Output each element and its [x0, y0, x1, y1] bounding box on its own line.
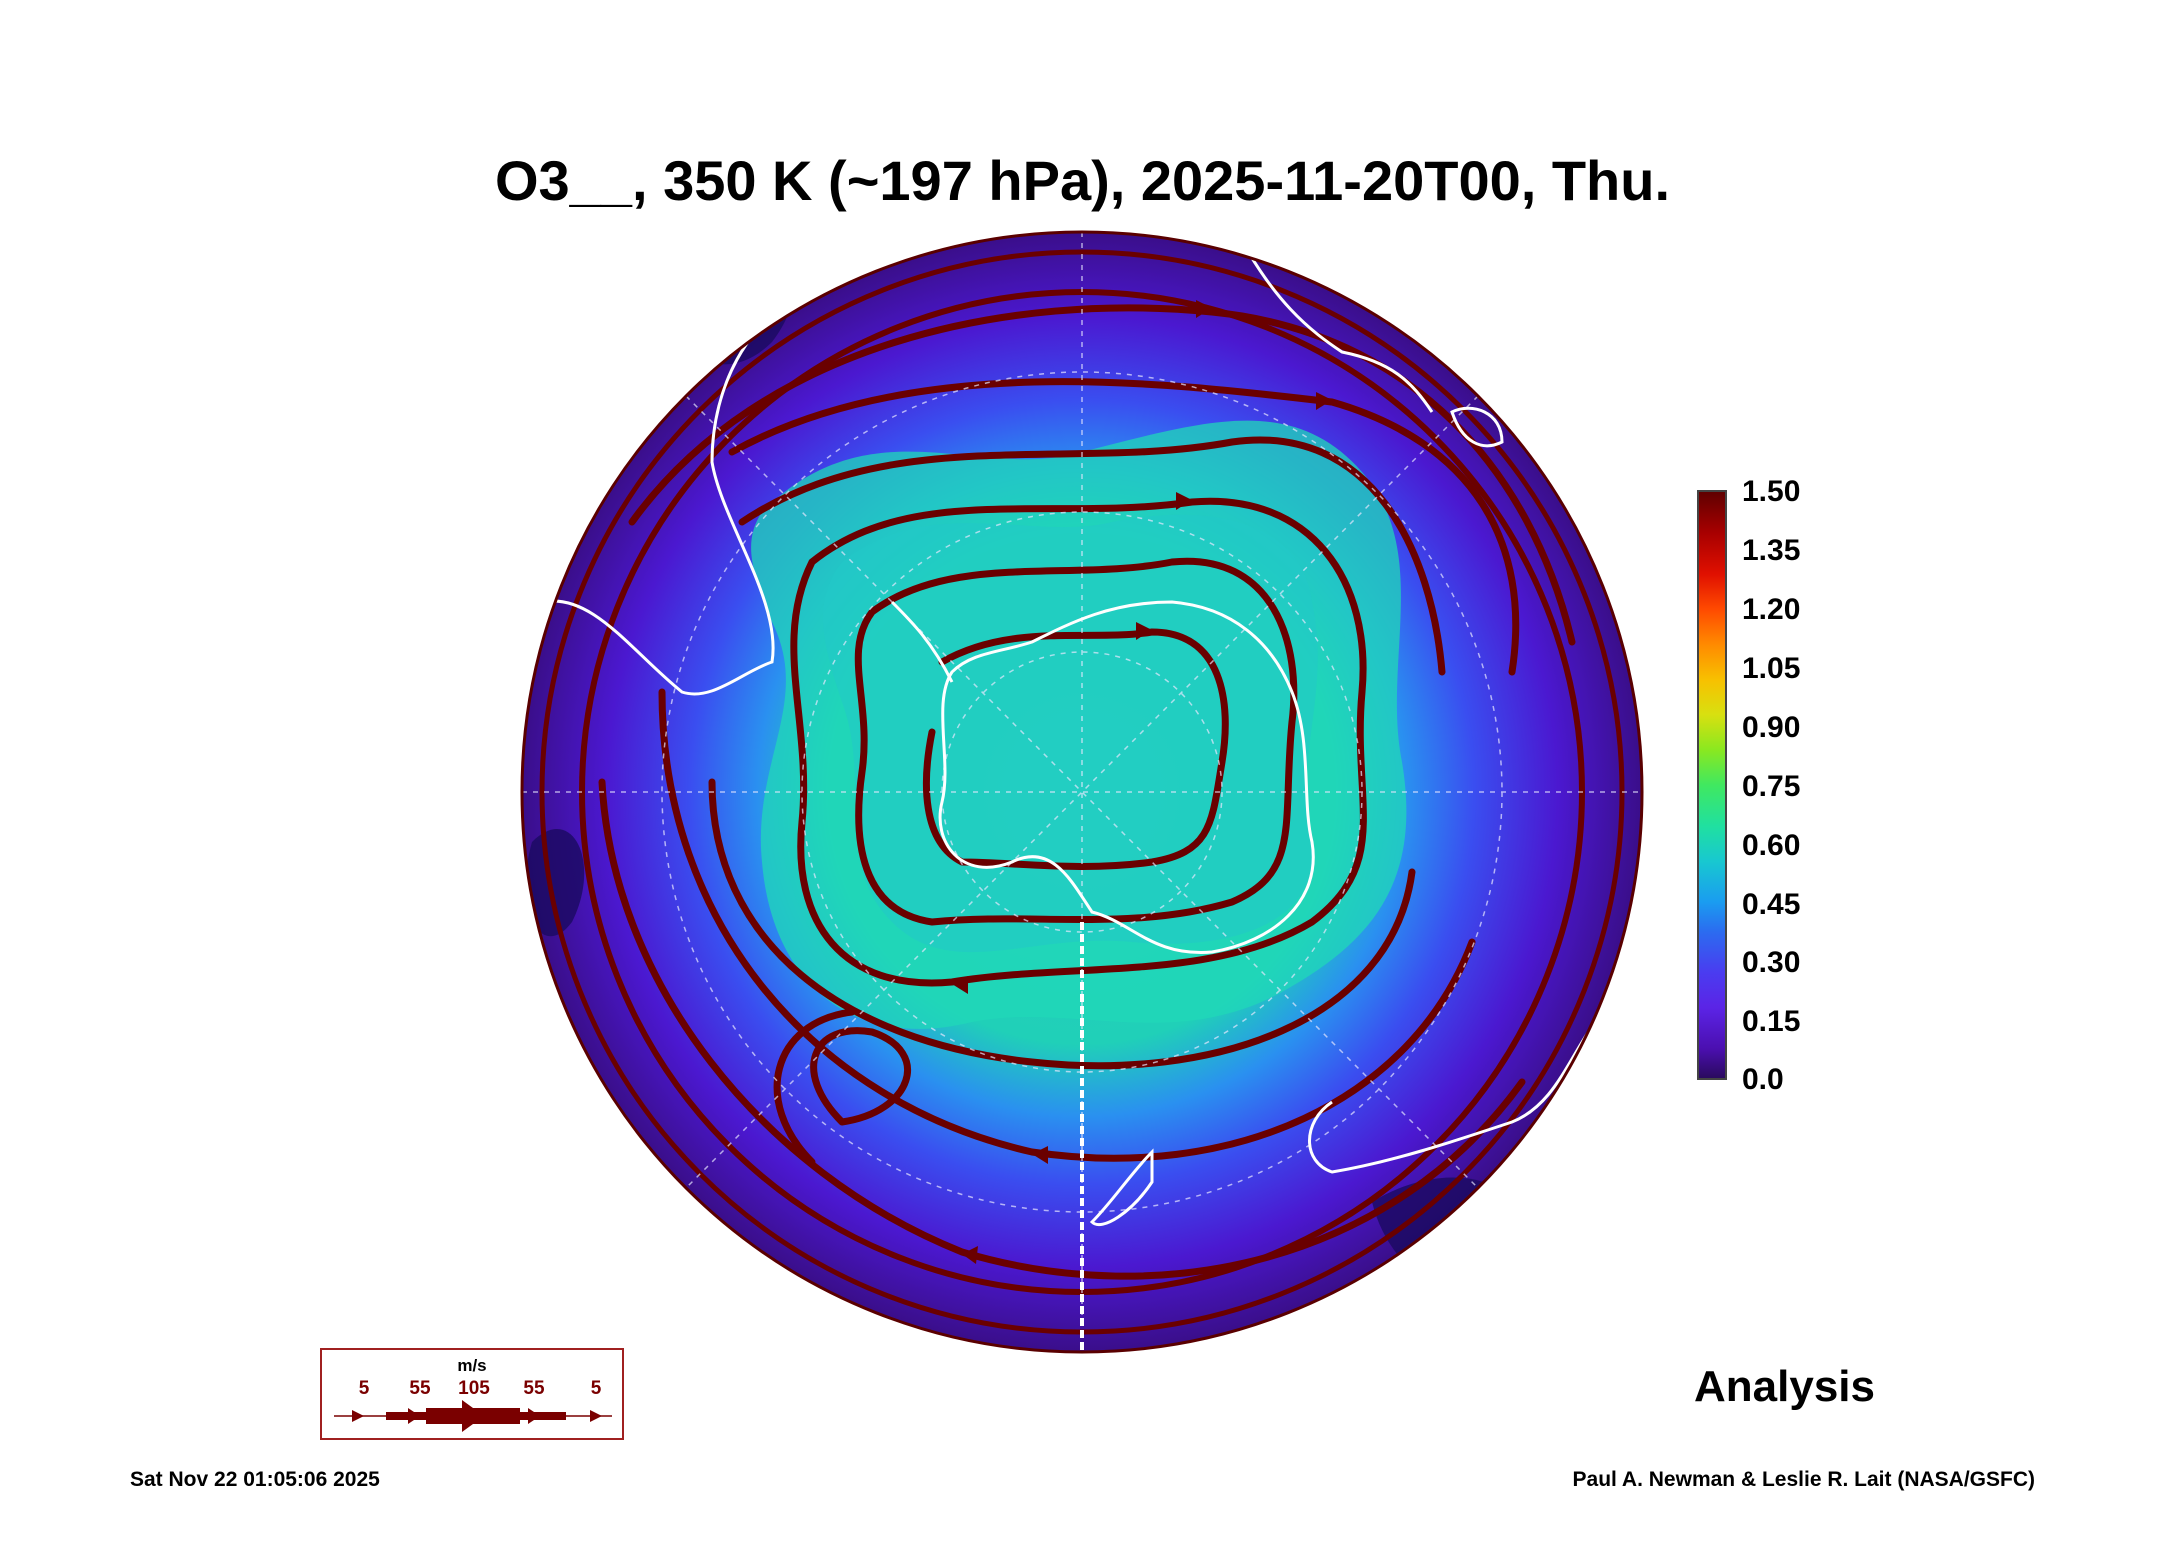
- graticule: [522, 232, 1642, 1352]
- antarctic-peninsula: [890, 600, 954, 683]
- analysis-label: Analysis: [1694, 1362, 1875, 1411]
- colorbar-tick: 0.30: [1742, 946, 1801, 979]
- wind-legend-value: 55: [523, 1378, 545, 1399]
- africa-coast: [1230, 232, 1434, 413]
- streamline-arrows: [952, 300, 1332, 1264]
- madagascar: [1450, 406, 1504, 448]
- wind-legend-arrow: [334, 1400, 612, 1432]
- australia-coast: [1308, 1000, 1614, 1174]
- colorbar-tick: 0.45: [1742, 888, 1801, 921]
- colorbar-tick: 1.05: [1742, 652, 1801, 685]
- credit: Paul A. Newman & Leslie R. Lait (NASA/GS…: [1572, 1468, 2035, 1491]
- colorbar-tick: 1.20: [1742, 593, 1801, 626]
- antarctica-coast: [938, 600, 1315, 954]
- colorbar-tick: 0.0: [1742, 1063, 1784, 1096]
- south-america-coast: [541, 300, 793, 696]
- wind-legend-value: 105: [458, 1378, 490, 1399]
- colorbar-tick: 0.90: [1742, 711, 1801, 744]
- wind-legend-value: 55: [409, 1378, 431, 1399]
- coastlines: [541, 232, 1614, 1227]
- colorbar-tick: 0.75: [1742, 770, 1801, 803]
- colorbar: [1697, 490, 1727, 1080]
- wind-legend-unit: m/s: [457, 1356, 487, 1375]
- wind-legend-value: 5: [590, 1378, 602, 1399]
- colorbar-tick: 1.50: [1742, 475, 1801, 508]
- plot-title: O3__, 350 K (~197 hPa), 2025-11-20T00, T…: [494, 149, 1671, 212]
- wind-legend: m/s 5 55 105 55 5: [320, 1348, 624, 1440]
- map-border: [520, 230, 1644, 1354]
- wind-legend-value: 5: [358, 1378, 370, 1399]
- colorbar-tick: 0.60: [1742, 829, 1801, 862]
- timestamp: Sat Nov 22 01:05:06 2025: [130, 1468, 380, 1491]
- new-zealand: [1089, 1148, 1154, 1227]
- colorbar-tick: 1.35: [1742, 534, 1801, 567]
- map-canvas: [520, 230, 1644, 1354]
- polar-map: [512, 222, 1652, 1362]
- colorbar-tick: 0.15: [1742, 1005, 1801, 1038]
